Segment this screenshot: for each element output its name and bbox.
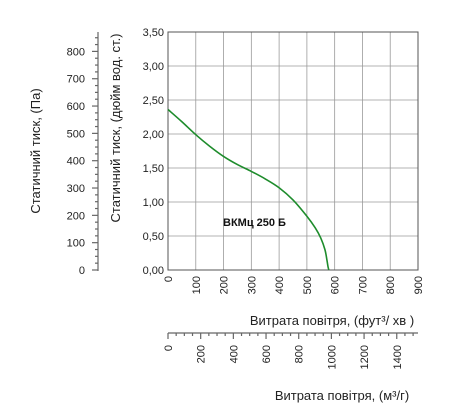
flow-m3h-scale: 0 200 400 600 800 1000 1200 1400 bbox=[163, 332, 418, 369]
y-tick-label: 3,00 bbox=[143, 61, 164, 73]
x2-title: Витрата повітря, (м³/г) bbox=[275, 388, 409, 403]
plot-grid bbox=[167, 31, 419, 271]
y-tick-label: 1,50 bbox=[143, 163, 164, 175]
x-tick-label: 300 bbox=[246, 276, 258, 294]
x-tick-label: 900 bbox=[413, 276, 425, 294]
pa-tick-label: 700 bbox=[67, 74, 85, 86]
m3h-tick-label: 1000 bbox=[326, 345, 338, 369]
pa-tick-label: 500 bbox=[67, 128, 85, 140]
y-left-title: Статичний тиск, (Па) bbox=[28, 88, 43, 213]
m3h-tick-label: 800 bbox=[294, 345, 306, 363]
y-tick-label: 2,00 bbox=[143, 129, 164, 141]
x-tick-label: 500 bbox=[302, 276, 314, 294]
pa-tick-label: 200 bbox=[67, 210, 85, 222]
m3h-tick-label: 200 bbox=[196, 345, 208, 363]
x-tick-label: 400 bbox=[274, 276, 286, 294]
pa-tick-label: 300 bbox=[67, 183, 85, 195]
x-tick-label: 800 bbox=[385, 276, 397, 294]
m3h-tick-label: 600 bbox=[261, 345, 273, 363]
pa-tick-label: 0 bbox=[79, 265, 85, 277]
pa-tick-label: 800 bbox=[67, 46, 85, 58]
m3h-tick-label: 0 bbox=[163, 345, 175, 351]
x-tick-label: 200 bbox=[219, 276, 231, 294]
m3h-tick-label: 400 bbox=[228, 345, 240, 363]
y-tick-label: 0,50 bbox=[143, 231, 164, 243]
x-tick-label: 0 bbox=[163, 276, 175, 282]
y-tick-label: 0,00 bbox=[143, 265, 164, 277]
x-tick-label: 700 bbox=[357, 276, 369, 294]
pressure-pa-scale: 0 100 200 300 400 500 600 700 800 bbox=[67, 32, 99, 277]
plot-frame bbox=[167, 31, 419, 271]
pa-tick-label: 600 bbox=[67, 101, 85, 113]
x-tick-label: 600 bbox=[330, 276, 342, 294]
x-tick-label: 100 bbox=[191, 276, 203, 294]
series-label: ВКМц 250 Б bbox=[223, 217, 286, 229]
pa-tick-label: 100 bbox=[67, 238, 85, 250]
x-axis-ticks: 0 100 200 300 400 500 600 700 800 900 bbox=[163, 276, 425, 294]
y-tick-label: 1,00 bbox=[143, 197, 164, 209]
m3h-tick-label: 1200 bbox=[359, 345, 371, 369]
m3h-tick-label: 1400 bbox=[392, 345, 404, 369]
x-title: Витрата повітря, (фут³/ хв ) bbox=[250, 313, 414, 328]
pa-tick-label: 400 bbox=[67, 156, 85, 168]
series-line bbox=[167, 108, 330, 271]
y-tick-label: 3,50 bbox=[143, 27, 164, 39]
y-tick-label: 2,50 bbox=[143, 95, 164, 107]
y-axis-ticks: 0,00 0,50 1,00 1,50 2,00 2,50 3,00 3,50 bbox=[143, 27, 164, 277]
y-title: Статичний тиск, (дюйм вод. ст.) bbox=[108, 33, 123, 222]
